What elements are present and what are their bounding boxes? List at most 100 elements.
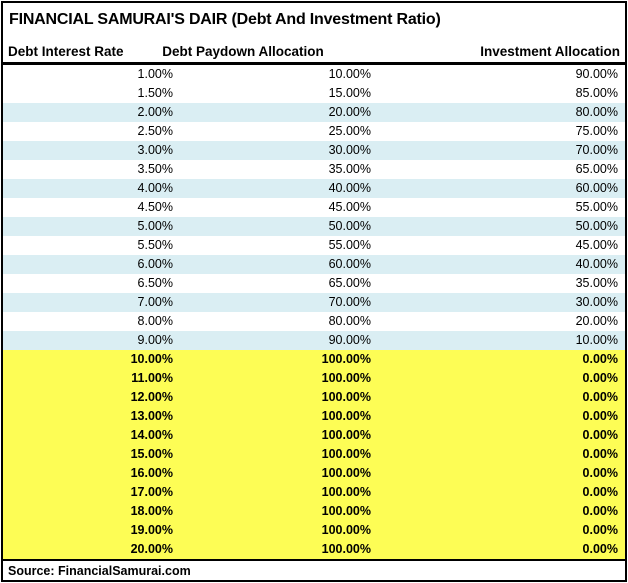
- cell-investment-allocation: 0.00%: [582, 409, 618, 424]
- cell-investment-allocation: 65.00%: [575, 162, 618, 177]
- cell-debt-interest-rate: 16.00%: [130, 466, 173, 481]
- table-row: 5.50% 55.00% 45.00%: [3, 236, 625, 255]
- table-body: 1.00% 10.00% 90.00% 1.50% 15.00% 85.00% …: [3, 65, 625, 559]
- table-row: 14.00% 100.00% 0.00%: [3, 426, 625, 445]
- cell-debt-paydown-allocation: 80.00%: [328, 314, 371, 329]
- cell-debt-paydown-allocation: 90.00%: [328, 333, 371, 348]
- cell-debt-paydown-allocation: 65.00%: [328, 276, 371, 291]
- cell-debt-paydown-allocation: 100.00%: [321, 390, 371, 405]
- cell-investment-allocation: 75.00%: [575, 124, 618, 139]
- table-row: 4.50% 45.00% 55.00%: [3, 198, 625, 217]
- cell-investment-allocation: 0.00%: [582, 447, 618, 462]
- cell-debt-interest-rate: 4.50%: [137, 200, 173, 215]
- cell-debt-interest-rate: 14.00%: [130, 428, 173, 443]
- column-header-investment-allocation: Investment Allocation: [480, 44, 620, 59]
- cell-debt-interest-rate: 18.00%: [130, 504, 173, 519]
- cell-debt-interest-rate: 6.00%: [137, 257, 173, 272]
- cell-investment-allocation: 80.00%: [575, 105, 618, 120]
- column-header-debt-interest-rate: Debt Interest Rate: [8, 44, 124, 59]
- cell-investment-allocation: 0.00%: [582, 523, 618, 538]
- cell-debt-paydown-allocation: 35.00%: [328, 162, 371, 177]
- cell-debt-paydown-allocation: 70.00%: [328, 295, 371, 310]
- table-row: 6.50% 65.00% 35.00%: [3, 274, 625, 293]
- cell-debt-interest-rate: 2.00%: [137, 105, 173, 120]
- cell-debt-interest-rate: 11.00%: [131, 371, 173, 386]
- table-row: 3.50% 35.00% 65.00%: [3, 160, 625, 179]
- cell-investment-allocation: 0.00%: [582, 542, 618, 557]
- table-row: 17.00% 100.00% 0.00%: [3, 483, 625, 502]
- cell-debt-interest-rate: 1.50%: [137, 86, 173, 101]
- cell-investment-allocation: 50.00%: [575, 219, 618, 234]
- cell-debt-interest-rate: 12.00%: [130, 390, 173, 405]
- table-row: 7.00% 70.00% 30.00%: [3, 293, 625, 312]
- cell-investment-allocation: 20.00%: [575, 314, 618, 329]
- table-row: 1.50% 15.00% 85.00%: [3, 84, 625, 103]
- cell-investment-allocation: 90.00%: [575, 67, 618, 82]
- cell-debt-interest-rate: 10.00%: [130, 352, 173, 367]
- cell-debt-paydown-allocation: 30.00%: [328, 143, 371, 158]
- cell-debt-paydown-allocation: 100.00%: [321, 428, 371, 443]
- source-attribution: Source: FinancialSamurai.com: [3, 559, 625, 580]
- cell-debt-paydown-allocation: 100.00%: [321, 466, 371, 481]
- cell-investment-allocation: 70.00%: [575, 143, 618, 158]
- cell-investment-allocation: 0.00%: [582, 466, 618, 481]
- table-row: 20.00% 100.00% 0.00%: [3, 540, 625, 559]
- cell-debt-paydown-allocation: 10.00%: [328, 67, 371, 82]
- cell-investment-allocation: 85.00%: [575, 86, 618, 101]
- cell-investment-allocation: 45.00%: [575, 238, 618, 253]
- cell-debt-paydown-allocation: 100.00%: [321, 542, 371, 557]
- table-row: 11.00% 100.00% 0.00%: [3, 369, 625, 388]
- cell-debt-paydown-allocation: 100.00%: [321, 485, 371, 500]
- cell-debt-interest-rate: 9.00%: [137, 333, 173, 348]
- cell-debt-paydown-allocation: 20.00%: [328, 105, 371, 120]
- cell-debt-paydown-allocation: 15.00%: [328, 86, 371, 101]
- cell-debt-interest-rate: 8.00%: [137, 314, 173, 329]
- table-row: 13.00% 100.00% 0.00%: [3, 407, 625, 426]
- table-row: 5.00% 50.00% 50.00%: [3, 217, 625, 236]
- cell-investment-allocation: 0.00%: [582, 428, 618, 443]
- cell-debt-paydown-allocation: 100.00%: [321, 371, 371, 386]
- table-row: 6.00% 60.00% 40.00%: [3, 255, 625, 274]
- page-title: FINANCIAL SAMURAI'S DAIR (Debt And Inves…: [9, 11, 441, 28]
- table-row: 18.00% 100.00% 0.00%: [3, 502, 625, 521]
- cell-debt-interest-rate: 20.00%: [130, 542, 173, 557]
- table-row: 1.00% 10.00% 90.00%: [3, 65, 625, 84]
- cell-debt-interest-rate: 3.00%: [137, 143, 173, 158]
- table-row: 8.00% 80.00% 20.00%: [3, 312, 625, 331]
- cell-investment-allocation: 60.00%: [575, 181, 618, 196]
- table-header-row: Debt Interest Rate Debt Paydown Allocati…: [3, 33, 625, 65]
- table-row: 12.00% 100.00% 0.00%: [3, 388, 625, 407]
- cell-debt-paydown-allocation: 40.00%: [328, 181, 371, 196]
- cell-debt-paydown-allocation: 100.00%: [321, 447, 371, 462]
- cell-debt-interest-rate: 5.00%: [137, 219, 173, 234]
- cell-investment-allocation: 10.00%: [575, 333, 618, 348]
- cell-debt-paydown-allocation: 25.00%: [328, 124, 371, 139]
- cell-debt-interest-rate: 17.00%: [130, 485, 173, 500]
- cell-debt-paydown-allocation: 100.00%: [321, 352, 371, 367]
- cell-debt-interest-rate: 1.00%: [137, 67, 173, 82]
- table-row: 16.00% 100.00% 0.00%: [3, 464, 625, 483]
- cell-debt-paydown-allocation: 45.00%: [328, 200, 371, 215]
- table-row: 3.00% 30.00% 70.00%: [3, 141, 625, 160]
- cell-debt-interest-rate: 13.00%: [130, 409, 173, 424]
- cell-debt-interest-rate: 4.00%: [137, 181, 173, 196]
- cell-investment-allocation: 0.00%: [582, 504, 618, 519]
- table-row: 4.00% 40.00% 60.00%: [3, 179, 625, 198]
- cell-debt-paydown-allocation: 50.00%: [328, 219, 371, 234]
- column-header-debt-paydown-allocation: Debt Paydown Allocation: [162, 44, 324, 59]
- cell-investment-allocation: 0.00%: [582, 352, 618, 367]
- cell-debt-interest-rate: 3.50%: [137, 162, 173, 177]
- cell-debt-interest-rate: 2.50%: [137, 124, 173, 139]
- cell-debt-paydown-allocation: 100.00%: [321, 409, 371, 424]
- cell-investment-allocation: 0.00%: [582, 485, 618, 500]
- table-row: 10.00% 100.00% 0.00%: [3, 350, 625, 369]
- cell-investment-allocation: 30.00%: [575, 295, 618, 310]
- cell-debt-interest-rate: 5.50%: [137, 238, 173, 253]
- cell-debt-paydown-allocation: 55.00%: [328, 238, 371, 253]
- cell-debt-paydown-allocation: 100.00%: [321, 523, 371, 538]
- cell-investment-allocation: 40.00%: [575, 257, 618, 272]
- cell-investment-allocation: 55.00%: [575, 200, 618, 215]
- cell-investment-allocation: 35.00%: [575, 276, 618, 291]
- cell-debt-interest-rate: 15.00%: [130, 447, 173, 462]
